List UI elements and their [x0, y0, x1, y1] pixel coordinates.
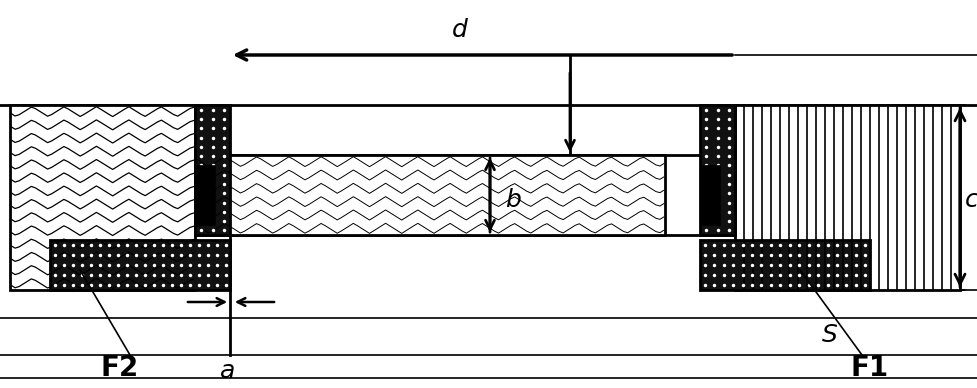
Text: c: c	[964, 188, 977, 212]
Bar	[700, 105, 735, 235]
Bar	[10, 105, 194, 290]
Text: d: d	[451, 18, 467, 42]
Bar	[194, 165, 215, 225]
Text: F1: F1	[850, 354, 888, 382]
Bar	[194, 105, 230, 235]
Bar	[700, 240, 870, 290]
Bar	[194, 155, 664, 235]
Text: F2: F2	[101, 354, 139, 382]
Text: S: S	[822, 323, 837, 347]
Bar	[700, 165, 719, 225]
Bar	[735, 105, 959, 290]
Text: b: b	[504, 188, 521, 212]
Text: a: a	[220, 359, 235, 383]
Bar	[50, 240, 230, 290]
